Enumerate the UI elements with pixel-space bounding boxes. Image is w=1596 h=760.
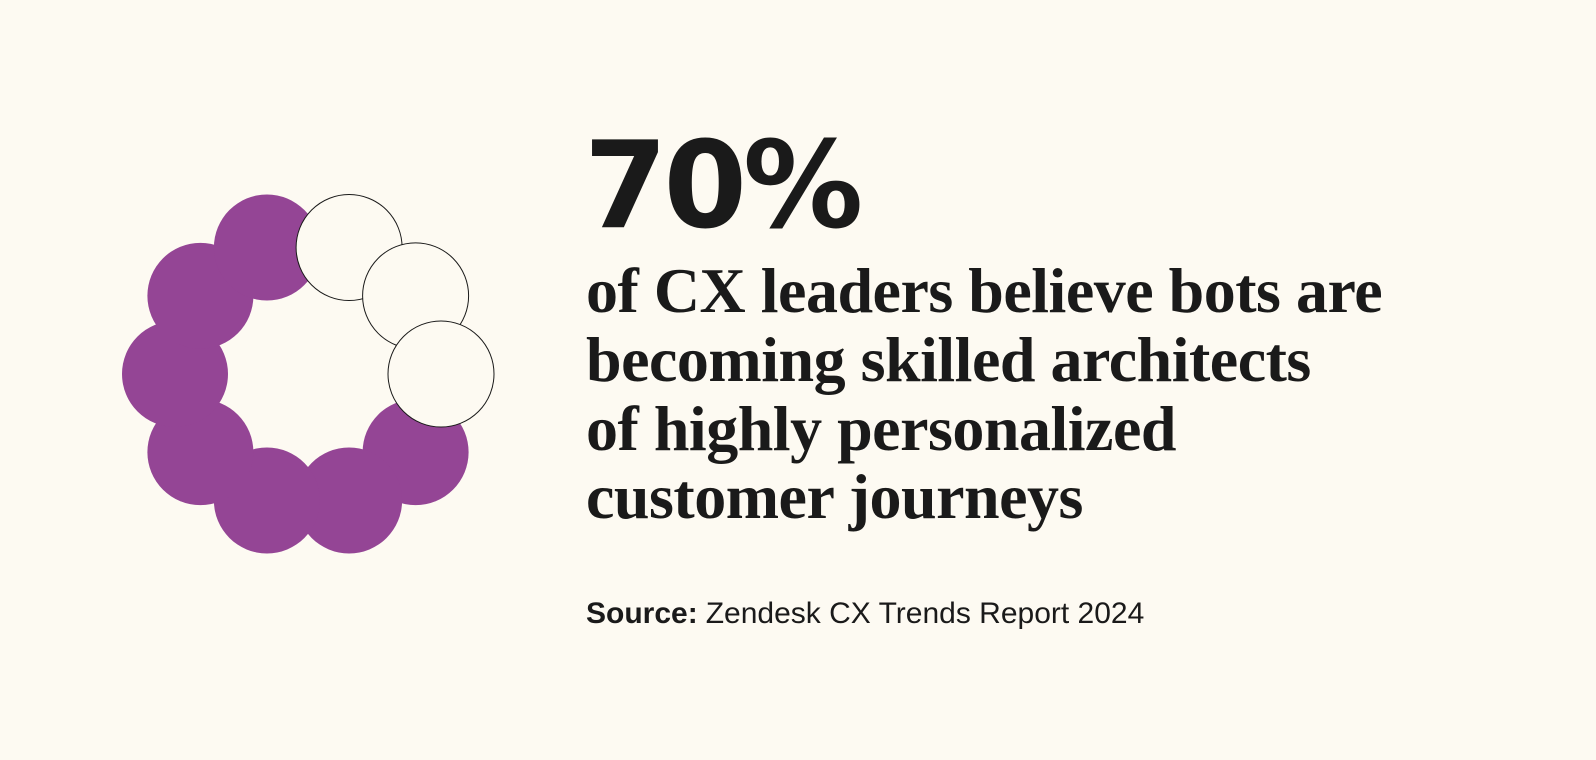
description-line: becoming skilled architects bbox=[586, 324, 1311, 395]
dot-ring bbox=[122, 194, 495, 554]
empty-dot bbox=[387, 320, 495, 428]
description-line: of CX leaders believe bots are bbox=[586, 255, 1382, 326]
source-text: Zendesk CX Trends Report 2024 bbox=[706, 597, 1145, 630]
source-label: Source: bbox=[586, 597, 698, 630]
source: Source: Zendesk CX Trends Report 2024 bbox=[586, 597, 1144, 630]
filled-dot bbox=[213, 194, 320, 301]
filled-dot bbox=[296, 447, 403, 554]
description-line: of highly personalized bbox=[586, 393, 1176, 464]
description-line: customer journeys bbox=[586, 461, 1083, 532]
stat-value: 70% bbox=[584, 117, 860, 256]
